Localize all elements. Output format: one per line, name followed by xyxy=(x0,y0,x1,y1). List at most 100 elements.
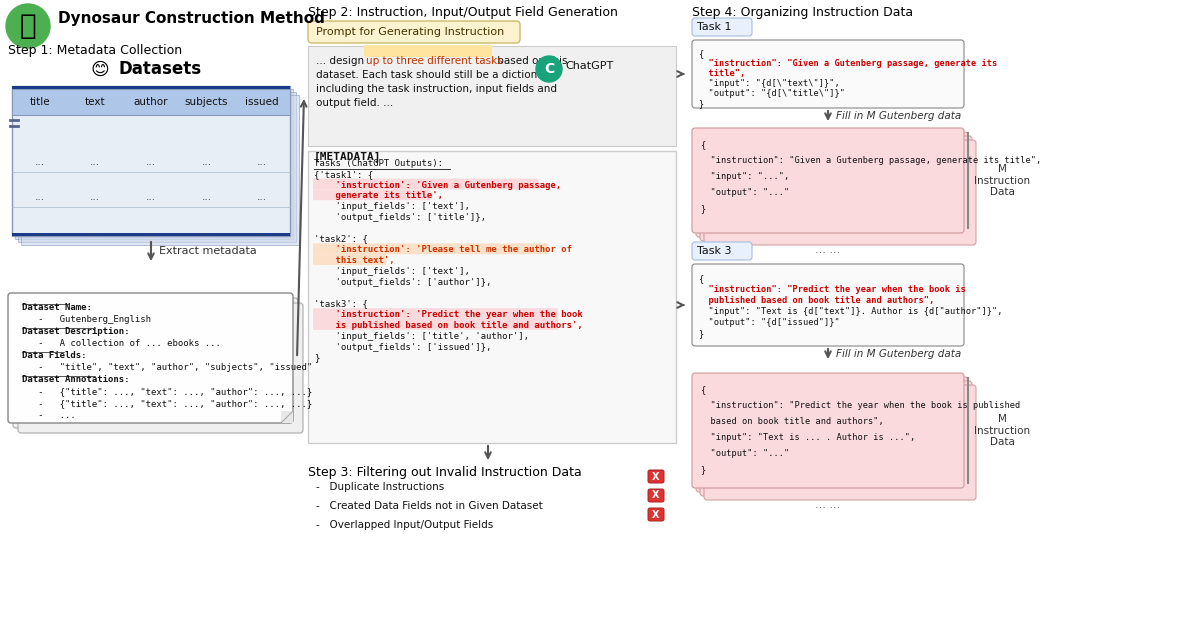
FancyBboxPatch shape xyxy=(8,293,293,423)
Text: -   {"title": ..., "text": ..., "author": ..., ...}: - {"title": ..., "text": ..., "author": … xyxy=(22,399,312,408)
Text: "output": "...": "output": "..." xyxy=(700,188,789,197)
Text: -   ...: - ... xyxy=(22,411,75,420)
Text: ...: ... xyxy=(257,157,267,167)
Text: "instruction": "Predict the year when the book is: "instruction": "Predict the year when th… xyxy=(698,285,965,294)
Text: Fill in M Gutenberg data: Fill in M Gutenberg data xyxy=(836,111,962,121)
Text: Dataset Annotations:: Dataset Annotations: xyxy=(22,375,129,384)
Text: {: { xyxy=(698,49,703,58)
Text: M
Instruction
Data: M Instruction Data xyxy=(974,164,1030,197)
Text: author: author xyxy=(134,97,169,107)
Text: 'output_fields': ['title']},: 'output_fields': ['title']}, xyxy=(315,213,486,222)
Text: ...: ... xyxy=(35,192,45,202)
Text: "output": "...": "output": "..." xyxy=(700,449,789,458)
Text: based on book title and authors",: based on book title and authors", xyxy=(700,417,884,426)
Text: 'input_fields': ['text'],: 'input_fields': ['text'], xyxy=(315,267,470,276)
Text: -   A collection of ... ebooks ...: - A collection of ... ebooks ... xyxy=(22,339,221,348)
FancyBboxPatch shape xyxy=(692,128,964,233)
Text: Step 2: Instruction, Input/Output Field Generation: Step 2: Instruction, Input/Output Field … xyxy=(309,6,618,19)
Bar xyxy=(12,86,289,89)
Text: }: } xyxy=(698,99,703,108)
Text: ...: ... xyxy=(91,192,100,202)
Text: ...: ... xyxy=(146,157,155,167)
Text: ...: ... xyxy=(202,157,212,167)
Text: "instruction": "Given a Gutenberg passage, generate its title",: "instruction": "Given a Gutenberg passag… xyxy=(700,156,1042,165)
Text: [METADATA]: [METADATA] xyxy=(315,152,382,162)
Text: Fill in M Gutenberg data: Fill in M Gutenberg data xyxy=(836,349,962,359)
Text: published based on book title and authors",: published based on book title and author… xyxy=(698,296,934,305)
Circle shape xyxy=(536,56,562,82)
Text: Dataset Name:: Dataset Name: xyxy=(22,303,92,312)
Text: ...: ... xyxy=(257,227,267,237)
FancyBboxPatch shape xyxy=(313,308,559,319)
FancyBboxPatch shape xyxy=(692,40,964,108)
Text: Dataset Description:: Dataset Description: xyxy=(22,327,129,336)
FancyBboxPatch shape xyxy=(696,132,968,237)
Text: subjects: subjects xyxy=(185,97,228,107)
FancyBboxPatch shape xyxy=(700,136,972,241)
Text: M
Instruction
Data: M Instruction Data xyxy=(974,414,1030,447)
Text: -   Gutenberg_English: - Gutenberg_English xyxy=(22,315,151,324)
Text: title: title xyxy=(30,97,50,107)
Text: issued: issued xyxy=(245,97,279,107)
Text: X: X xyxy=(652,491,660,501)
Bar xyxy=(12,86,289,236)
Text: title",: title", xyxy=(698,69,745,78)
FancyBboxPatch shape xyxy=(648,470,664,483)
Text: {: { xyxy=(700,385,706,394)
Text: Step 1: Metadata Collection: Step 1: Metadata Collection xyxy=(8,44,182,57)
Text: ...: ... xyxy=(91,227,100,237)
Text: "instruction": "Given a Gutenberg passage, generate its: "instruction": "Given a Gutenberg passag… xyxy=(698,59,997,68)
Text: text: text xyxy=(85,97,105,107)
FancyBboxPatch shape xyxy=(692,264,964,346)
Text: }: } xyxy=(698,329,703,338)
Bar xyxy=(12,233,289,236)
Bar xyxy=(16,89,293,239)
Text: generate its title',: generate its title', xyxy=(315,192,443,200)
Text: is published based on book title and authors',: is published based on book title and aut… xyxy=(315,321,582,330)
Text: ... design: ... design xyxy=(316,56,367,66)
Text: Extract metadata: Extract metadata xyxy=(159,246,257,256)
Text: 🦖: 🦖 xyxy=(19,12,36,40)
Text: ... ...: ... ... xyxy=(816,500,841,510)
Text: 'instruction': 'Please tell me the author of: 'instruction': 'Please tell me the autho… xyxy=(315,245,572,255)
FancyBboxPatch shape xyxy=(309,21,520,43)
Text: "input": "...",: "input": "...", xyxy=(700,172,789,181)
FancyBboxPatch shape xyxy=(648,508,664,521)
Text: ...: ... xyxy=(202,192,212,202)
Text: ...: ... xyxy=(257,192,267,202)
Text: "input": "Text is ... . Author is ...",: "input": "Text is ... . Author is ...", xyxy=(700,433,915,442)
Text: X: X xyxy=(652,509,660,520)
Text: {'task1': {: {'task1': { xyxy=(315,170,373,179)
Bar xyxy=(18,92,295,242)
Text: this text',: this text', xyxy=(315,256,395,265)
Bar xyxy=(22,95,299,245)
Text: -   Overlapped Input/Output Fields: - Overlapped Input/Output Fields xyxy=(316,520,493,530)
Text: -   {"title": ..., "text": ..., "author": ..., ...}: - {"title": ..., "text": ..., "author": … xyxy=(22,387,312,396)
Text: Task 3: Task 3 xyxy=(697,246,732,256)
Text: 'input_fields': ['title', 'author'],: 'input_fields': ['title', 'author'], xyxy=(315,332,529,341)
Text: {: { xyxy=(698,274,703,283)
FancyBboxPatch shape xyxy=(313,243,548,254)
FancyBboxPatch shape xyxy=(704,385,976,500)
Text: "output": "{d["issued"]}": "output": "{d["issued"]}" xyxy=(698,318,840,327)
Text: Step 3: Filtering out Invalid Instruction Data: Step 3: Filtering out Invalid Instructio… xyxy=(309,466,581,479)
Text: ChatGPT: ChatGPT xyxy=(565,61,614,71)
Text: {: { xyxy=(700,140,706,149)
Text: 'output_fields': ['author']},: 'output_fields': ['author']}, xyxy=(315,278,492,287)
Text: -   "title", "text", "author", "subjects", "issued": - "title", "text", "author", "subjects",… xyxy=(22,363,312,372)
FancyBboxPatch shape xyxy=(18,303,303,433)
Text: ...: ... xyxy=(202,227,212,237)
FancyBboxPatch shape xyxy=(696,377,968,492)
Bar xyxy=(309,46,676,146)
Text: -   Created Data Fields not in Given Dataset: - Created Data Fields not in Given Datas… xyxy=(316,501,543,511)
Text: 'instruction': 'Predict the year when the book: 'instruction': 'Predict the year when th… xyxy=(315,310,582,320)
Text: ...: ... xyxy=(35,157,45,167)
FancyBboxPatch shape xyxy=(313,319,559,330)
Text: 'task3': {: 'task3': { xyxy=(315,299,367,308)
Text: Dynosaur Construction Method: Dynosaur Construction Method xyxy=(57,11,325,25)
Text: "instruction": "Predict the year when the book is published: "instruction": "Predict the year when th… xyxy=(700,401,1020,410)
Text: ...: ... xyxy=(146,227,155,237)
Text: X: X xyxy=(652,472,660,481)
Text: Step 4: Organizing Instruction Data: Step 4: Organizing Instruction Data xyxy=(692,6,913,19)
Text: Tasks (ChatGPT Outputs):: Tasks (ChatGPT Outputs): xyxy=(315,159,443,168)
